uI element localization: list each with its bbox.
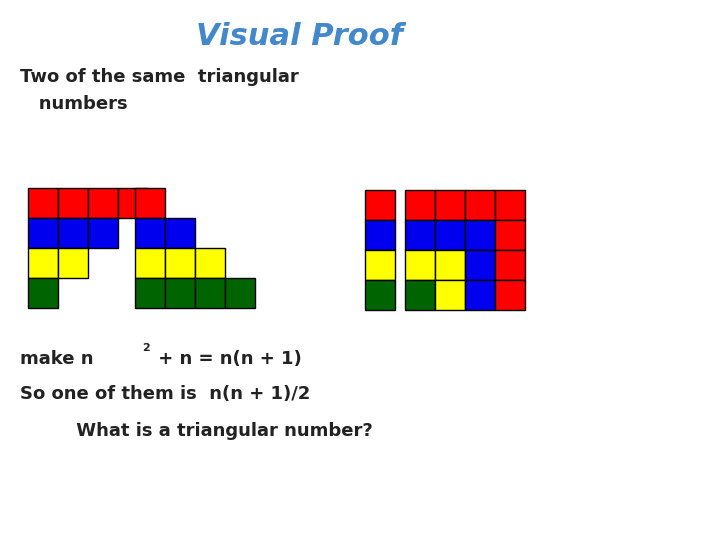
Text: make n: make n: [20, 350, 94, 368]
Bar: [365, 250, 395, 280]
Bar: [465, 220, 495, 250]
Bar: [495, 250, 525, 280]
Bar: [405, 190, 435, 220]
Bar: [135, 188, 165, 218]
Bar: [405, 220, 435, 250]
Bar: [88, 188, 118, 218]
Bar: [465, 250, 495, 280]
Bar: [435, 250, 465, 280]
Bar: [435, 190, 465, 220]
Bar: [405, 250, 435, 280]
Text: numbers: numbers: [20, 95, 127, 113]
Bar: [435, 220, 465, 250]
Bar: [195, 248, 225, 278]
Bar: [28, 188, 58, 218]
Bar: [135, 218, 165, 248]
Bar: [365, 280, 395, 310]
Bar: [225, 278, 255, 308]
Bar: [58, 188, 88, 218]
Bar: [58, 218, 88, 248]
Bar: [28, 218, 58, 248]
Text: + n = n(n + 1): + n = n(n + 1): [152, 350, 302, 368]
Bar: [365, 190, 395, 220]
Bar: [118, 188, 148, 218]
Bar: [135, 278, 165, 308]
Bar: [165, 278, 195, 308]
Bar: [465, 280, 495, 310]
Text: What is a triangular number?: What is a triangular number?: [20, 422, 373, 440]
Text: Visual Proof: Visual Proof: [197, 22, 403, 51]
Bar: [165, 218, 195, 248]
Bar: [465, 190, 495, 220]
Text: So one of them is  n(n + 1)/2: So one of them is n(n + 1)/2: [20, 385, 310, 403]
Text: 2: 2: [142, 343, 150, 353]
Bar: [28, 278, 58, 308]
Bar: [435, 280, 465, 310]
Bar: [405, 280, 435, 310]
Bar: [195, 278, 225, 308]
Bar: [58, 248, 88, 278]
Bar: [135, 248, 165, 278]
Bar: [495, 280, 525, 310]
Bar: [28, 248, 58, 278]
Bar: [88, 218, 118, 248]
Bar: [365, 220, 395, 250]
Bar: [495, 220, 525, 250]
Bar: [165, 248, 195, 278]
Bar: [495, 190, 525, 220]
Text: Two of the same  triangular: Two of the same triangular: [20, 68, 299, 86]
